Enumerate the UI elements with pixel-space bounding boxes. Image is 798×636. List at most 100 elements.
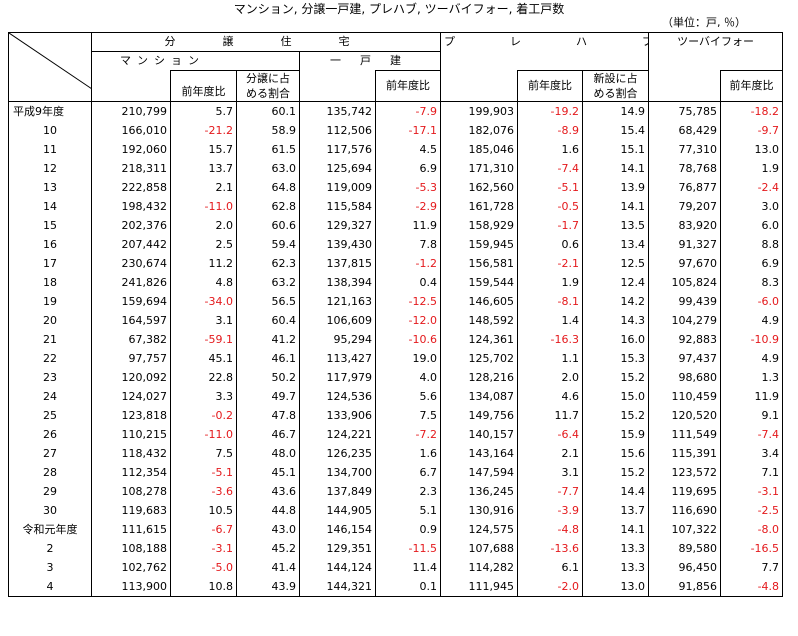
prefab-count: 148,592 — [440, 311, 518, 330]
mansion-yoy: 5.7 — [170, 101, 237, 121]
prefab-share: 15.0 — [581, 387, 650, 406]
year-cell: 令和元年度 — [8, 520, 92, 539]
table-row: 27 118,432 7.5 48.0 126,235 1.6 143,164 2.1 15.6… — [8, 444, 784, 463]
mansion-share: 50.2 — [236, 368, 300, 387]
year-cell: 13 — [8, 178, 92, 197]
ikkodate-count: 129,351 — [299, 539, 376, 558]
twobyfour-count: 97,670 — [648, 254, 722, 273]
mansion-share: 46.1 — [236, 349, 300, 368]
ikkodate-yoy: -7.2 — [375, 425, 441, 444]
mansion-count: 97,757 — [91, 349, 171, 368]
prefab-yoy: 4.6 — [517, 387, 583, 406]
ikkodate-count: 138,394 — [299, 273, 376, 292]
mansion-share: 44.8 — [236, 501, 300, 520]
prefab-share: 16.0 — [581, 330, 650, 349]
mansion-count: 111,615 — [91, 520, 171, 539]
ikkodate-count: 129,327 — [299, 216, 376, 235]
year-cell: 24 — [8, 387, 92, 406]
prefab-share: 15.9 — [581, 425, 650, 444]
prefab-count: 149,756 — [440, 406, 518, 425]
table-row: 14 198,432 -11.0 62.8 115,584 -2.9 161,728 -0.5… — [8, 197, 784, 216]
mansion-count: 108,188 — [91, 539, 171, 558]
ikkodate-count: 135,742 — [299, 101, 376, 121]
prefab-count: 158,929 — [440, 216, 518, 235]
header-corner — [8, 32, 92, 102]
mansion-yoy: -3.6 — [170, 482, 237, 501]
prefab-count: 161,728 — [440, 197, 518, 216]
ikkodate-count: 137,815 — [299, 254, 376, 273]
mansion-share: 64.8 — [236, 178, 300, 197]
prefab-count: 182,076 — [440, 121, 518, 140]
mansion-count: 110,215 — [91, 425, 171, 444]
table-row: 16 207,442 2.5 59.4 139,430 7.8 159,945 0.6 13.4… — [8, 235, 784, 254]
twobyfour-yoy: -3.1 — [720, 482, 784, 501]
ikkodate-count: 117,979 — [299, 368, 376, 387]
table-row: 3 102,762 -5.0 41.4 144,124 11.4 114,282 6.1 13.… — [8, 558, 784, 577]
ikkodate-count: 124,536 — [299, 387, 376, 406]
prefab-count: 143,164 — [440, 444, 518, 463]
header-twobyfour-yoy: 前年度比 — [720, 70, 784, 102]
ikkodate-count: 113,427 — [299, 349, 376, 368]
ikkodate-count: 106,609 — [299, 311, 376, 330]
ikkodate-yoy: -17.1 — [375, 121, 441, 140]
twobyfour-count: 111,549 — [648, 425, 722, 444]
year-cell: 4 — [8, 577, 92, 597]
twobyfour-yoy: 6.0 — [720, 216, 784, 235]
mansion-count: 159,694 — [91, 292, 171, 311]
ikkodate-yoy: 5.1 — [375, 501, 441, 520]
prefab-yoy: 2.0 — [517, 368, 583, 387]
table-row: 28 112,354 -5.1 45.1 134,700 6.7 147,594 3.1 15.… — [8, 463, 784, 482]
prefab-share: 14.4 — [581, 482, 650, 501]
mansion-share: 46.7 — [236, 425, 300, 444]
mansion-count: 166,010 — [91, 121, 171, 140]
header-mansion-share: 分譲に占 める割合 — [236, 70, 300, 102]
header-ikkodate-yoy: 前年度比 — [375, 70, 441, 102]
twobyfour-yoy: -6.0 — [720, 292, 784, 311]
mansion-yoy: 11.2 — [170, 254, 237, 273]
table-row: 21 67,382 -59.1 41.2 95,294 -10.6 124,361 -16.3… — [8, 330, 784, 349]
prefab-share: 15.2 — [581, 368, 650, 387]
twobyfour-count: 89,580 — [648, 539, 722, 558]
year-cell: 14 — [8, 197, 92, 216]
header-mansion: マンション — [91, 51, 300, 71]
prefab-yoy: -13.6 — [517, 539, 583, 558]
ikkodate-yoy: -7.9 — [375, 101, 441, 121]
prefab-share: 13.0 — [581, 577, 650, 597]
prefab-share: 15.4 — [581, 121, 650, 140]
prefab-share: 15.6 — [581, 444, 650, 463]
twobyfour-yoy: -7.4 — [720, 425, 784, 444]
prefab-count: 136,245 — [440, 482, 518, 501]
twobyfour-yoy: 11.9 — [720, 387, 784, 406]
ikkodate-count: 144,321 — [299, 577, 376, 597]
mansion-share: 56.5 — [236, 292, 300, 311]
twobyfour-count: 96,450 — [648, 558, 722, 577]
prefab-share: 13.3 — [581, 539, 650, 558]
prefab-share: 13.7 — [581, 501, 650, 520]
header-mansion-yoy: 前年度比 — [170, 70, 237, 102]
ikkodate-count: 119,009 — [299, 178, 376, 197]
prefab-share: 12.4 — [581, 273, 650, 292]
table-row: 25 123,818 -0.2 47.8 133,906 7.5 149,756 11.7 15… — [8, 406, 784, 425]
mansion-yoy: -11.0 — [170, 425, 237, 444]
prefab-count: 114,282 — [440, 558, 518, 577]
prefab-share: 14.1 — [581, 520, 650, 539]
ikkodate-yoy: -2.9 — [375, 197, 441, 216]
prefab-count: 140,157 — [440, 425, 518, 444]
year-cell: 17 — [8, 254, 92, 273]
ikkodate-count: 134,700 — [299, 463, 376, 482]
mansion-yoy: -11.0 — [170, 197, 237, 216]
mansion-count: 207,442 — [91, 235, 171, 254]
prefab-yoy: -8.9 — [517, 121, 583, 140]
header-twobyfour-count — [648, 70, 721, 102]
mansion-count: 123,818 — [91, 406, 171, 425]
new-line2: める割合 — [593, 87, 638, 100]
prefab-count: 159,544 — [440, 273, 518, 292]
ikkodate-count: 121,163 — [299, 292, 376, 311]
mansion-count: 202,376 — [91, 216, 171, 235]
header-mansion-count — [91, 70, 171, 102]
prefab-share: 14.3 — [581, 311, 650, 330]
ikkodate-yoy: 6.7 — [375, 463, 441, 482]
twobyfour-count: 92,883 — [648, 330, 722, 349]
mansion-yoy: 2.0 — [170, 216, 237, 235]
prefab-yoy: -2.1 — [517, 254, 583, 273]
